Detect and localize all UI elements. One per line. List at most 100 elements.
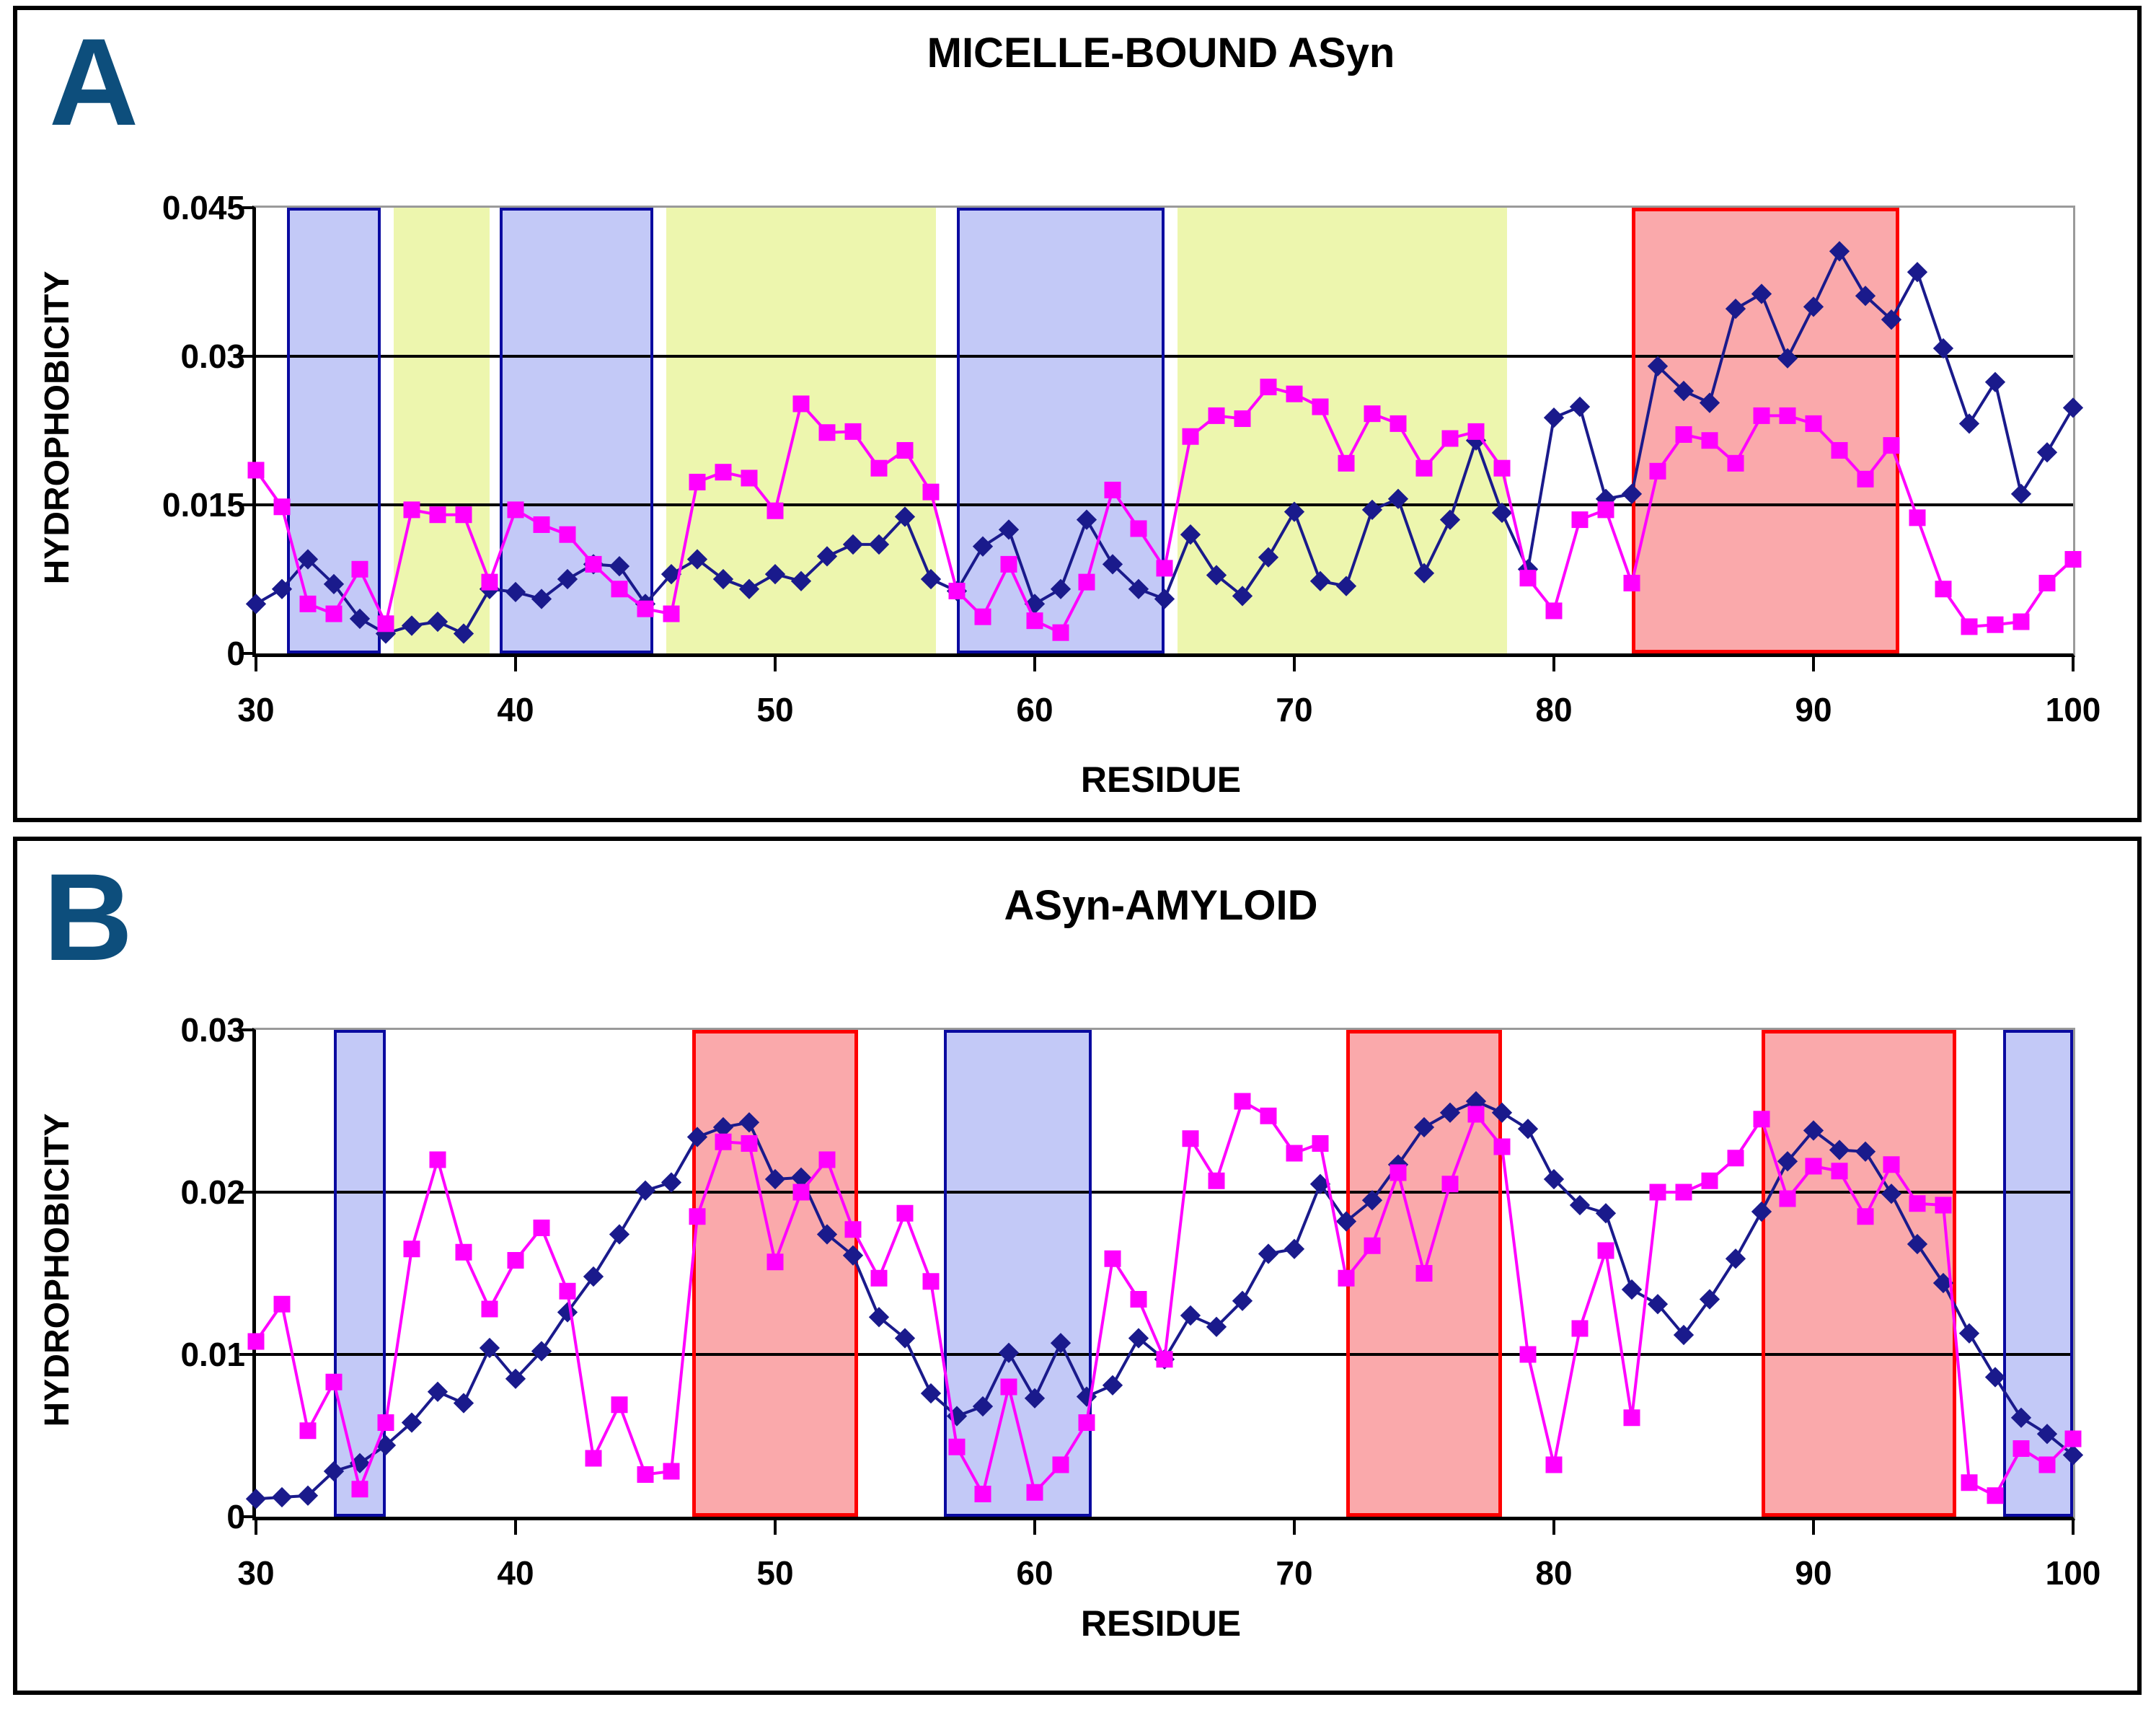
hydrophobicity-diamond-series-marker [1699,392,1720,413]
hydrophobicity-square-series-marker [1390,415,1407,432]
x-tick-label: 80 [1535,691,1573,728]
hydrophobicity-square-series-marker [1883,437,1900,454]
panel-a-letter: A [49,13,139,151]
hydrophobicity-diamond-series-marker [1309,570,1331,591]
hydrophobicity-square-series-marker [507,1252,524,1269]
hydrophobicity-diamond-series-marker [1569,1194,1591,1216]
hydrophobicity-square-series-marker [273,498,291,516]
x-axis-title-b: RESIDUE [1080,1603,1242,1644]
hydrophobicity-square-series-marker [1312,1135,1329,1152]
x-tick-mark [774,657,777,671]
hydrophobicity-diamond-series-marker [2010,483,2032,505]
hydrophobicity-square-series-marker [429,1151,446,1168]
hydrophobicity-square-series-marker [1987,616,2004,633]
hydrophobicity-square-series-marker [818,424,836,441]
x-tick-label: 90 [1795,1554,1832,1592]
hydrophobicity-diamond-series-marker [557,1302,578,1323]
hydrophobicity-diamond-series-marker [1258,547,1279,568]
hydrophobicity-square-series-marker [299,595,317,612]
hydrophobicity-diamond-series-marker [1777,1151,1798,1172]
hydrophobicity-diamond-series-marker [998,519,1020,540]
hydrophobicity-square-series-marker [1519,1346,1537,1363]
hydrophobicity-square-series-marker [1935,581,1952,598]
chart-title-a: MICELLE-BOUND ASyn [927,30,1395,76]
hydrophobicity-diamond-series-marker [1102,1375,1123,1396]
x-tick-label: 100 [2045,1554,2101,1592]
hydrophobicity-diamond-series-marker [1491,1102,1513,1123]
hydrophobicity-square-series-marker [1519,570,1537,587]
hydrophobicity-diamond-series-marker [1284,1238,1305,1259]
hydrophobicity-diamond-series-marker [1128,1328,1149,1349]
x-tick-label: 50 [756,691,794,728]
x-tick-mark [1033,657,1036,671]
hydrophobicity-square-series-marker [896,1204,914,1222]
hydrophobicity-diamond-series-marker [271,1486,293,1508]
hydrophobicity-square-series-marker [1052,624,1069,641]
hydrophobicity-diamond-series-marker [505,581,526,602]
hydrophobicity-square-series-marker [1000,1378,1017,1396]
highlight-band-border-red [1762,1030,1956,1517]
hydrophobicity-square-series-marker [689,473,706,490]
y-tick-mark [239,1028,252,1031]
y-tick-mark [239,1515,252,1518]
hydrophobicity-square-series-marker [870,1269,888,1287]
hydrophobicity-square-series-marker [2064,551,2082,568]
hydrophobicity-diamond-series-marker [998,1342,1020,1363]
hydrophobicity-square-series-marker [1779,1190,1796,1207]
hydrophobicity-square-series-marker [896,441,914,459]
hydrophobicity-square-series-marker [585,555,602,573]
hydrophobicity-diamond-series-marker [401,1412,423,1433]
highlight-band-border-blue [944,1030,1092,1517]
hydrophobicity-diamond-series-marker [349,608,371,630]
hydrophobicity-square-series-marker [663,1463,680,1480]
hydrophobicity-diamond-series-marker [1699,1289,1720,1310]
highlight-band-border-blue [957,208,1165,653]
y-tick-label: 0.02 [180,1173,245,1211]
hydrophobicity-square-series-marker [1857,470,1874,488]
hydrophobicity-diamond-series-marker [738,1112,760,1133]
hydrophobicity-square-series-marker [481,573,498,591]
hydrophobicity-square-series-marker [351,560,368,578]
x-tick-label: 60 [1016,691,1053,728]
hydrophobicity-square-series-marker [1623,1409,1640,1427]
hydrophobicity-square-series-marker [715,1133,732,1150]
hydrophobicity-diamond-series-marker [764,1168,786,1190]
hydrophobicity-square-series-marker [1208,407,1225,424]
hydrophobicity-square-series-marker [870,459,888,477]
hydrophobicity-diamond-series-marker [1984,371,2006,392]
gridline [256,503,2073,506]
hydrophobicity-diamond-series-marker [245,1489,267,1510]
hydrophobicity-diamond-series-marker [1647,356,1669,376]
hydrophobicity-square-series-marker [455,506,472,524]
hydrophobicity-square-series-marker [299,1422,317,1440]
highlight-band-yellow [393,208,490,653]
x-tick-label: 40 [497,1554,534,1592]
highlight-band-blue [2002,1030,2073,1517]
highlight-band-border-blue [2002,1030,2073,1517]
hydrophobicity-square-series-marker [1545,602,1563,620]
hydrophobicity-diamond-series-marker [1361,499,1383,521]
hydrophobicity-square-series-marker [792,1184,810,1201]
series-plot [245,241,2084,644]
hydrophobicity-diamond-series-marker [375,1434,397,1456]
hydrophobicity-square-series-marker [1805,415,1822,432]
x-tick-label: 60 [1016,1554,1053,1592]
hydrophobicity-square-series-marker [2038,574,2056,591]
hydrophobicity-diamond-series-marker [1180,524,1201,545]
hydrophobicity-square-series-marker [533,1220,550,1236]
hydrophobicity-diamond-series-marker [816,546,838,567]
y-tick-mark [239,206,252,209]
x-tick-mark [255,1520,257,1535]
hydrophobicity-square-series-marker [1234,410,1251,428]
hydrophobicity-square-series-marker [637,1466,654,1483]
hydrophobicity-diamond-series-marker [1751,1201,1772,1222]
hydrophobicity-diamond-series-marker [842,1245,864,1266]
hydrophobicity-square-series-marker [1571,1320,1589,1337]
hydrophobicity-diamond-series-marker [1673,380,1695,402]
hydrophobicity-diamond-series-marker [1439,1102,1461,1123]
hydrophobicity-diamond-series-marker [453,623,474,644]
x-tick-label: 90 [1795,691,1832,728]
hydrophobicity-square-series-marker [1961,1474,1978,1491]
hydrophobicity-diamond-series-marker [1751,283,1772,304]
hydrophobicity-square-series-marker [1260,379,1277,396]
